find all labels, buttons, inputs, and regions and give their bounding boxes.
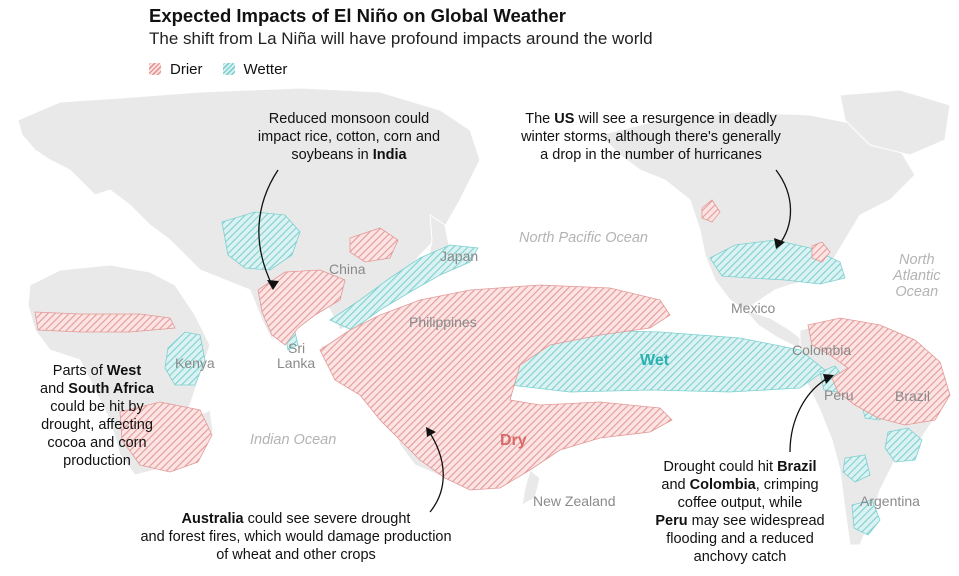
- wet-east-africa: [164, 331, 206, 386]
- south-america-arrowhead: [823, 374, 834, 384]
- legend-label-wetter: Wetter: [243, 60, 288, 78]
- africa-annotation-line-5: cocoa and corn: [47, 435, 147, 451]
- indian-ocean-label: Indian Ocean: [250, 432, 337, 448]
- place-label-japan: Japan: [440, 248, 479, 264]
- place-label-lanka: Lanka: [277, 355, 316, 371]
- chart-subtitle: The shift from La Niña will have profoun…: [149, 29, 653, 48]
- drier-swatch-icon: [149, 63, 161, 75]
- dry-northern-south-america: [807, 317, 951, 426]
- us-annotation: The US will see a resurgence in deadly w…: [505, 110, 797, 164]
- africa-annotation-line-2: and South Africa: [40, 381, 154, 397]
- dry-pacific-northwest: [701, 199, 721, 223]
- wet-region-label: Wet: [640, 352, 670, 369]
- legend-label-drier: Drier: [170, 60, 203, 78]
- wetter-regions: [164, 211, 923, 536]
- north-atlantic-ocean-label: North Atlantic Ocean: [893, 252, 941, 300]
- leader-lines: [258, 169, 831, 513]
- place-label-colombia: Colombia: [792, 342, 852, 358]
- dry-south-africa: [119, 401, 213, 473]
- south-america-annotation-line-2: and Colombia, crimping: [661, 477, 819, 493]
- legend: Drier Wetter: [149, 59, 307, 79]
- place-label-philippines: Philippines: [409, 314, 477, 330]
- australia-leader: [427, 429, 444, 513]
- chart-title: Expected Impacts of El Niño on Global We…: [149, 5, 567, 26]
- north-pacific-ocean-label: North Pacific Ocean: [519, 230, 648, 246]
- us-arrowhead: [774, 238, 785, 249]
- legend-item-wetter: Wetter: [222, 60, 288, 78]
- dry-maritime-continent-australia: [319, 284, 673, 491]
- india-annotation-line-1: Reduced monsoon could: [268, 111, 430, 127]
- australia-arrowhead: [426, 427, 436, 437]
- wet-east-china-japan: [329, 244, 479, 331]
- south-america-annotation-line-3: coffee output, while: [677, 495, 803, 511]
- wet-central-asia: [221, 211, 301, 271]
- south-america-annotation-line-5: flooding and a reduced: [666, 531, 814, 547]
- india-arrowhead: [267, 280, 279, 290]
- south-america-annotation: Drought could hit Brazil and Colombia, c…: [640, 458, 840, 566]
- place-label-china: China: [329, 261, 366, 277]
- place-label-peru: Peru: [824, 387, 854, 403]
- north-atlantic-line-2: Atlantic: [893, 268, 941, 284]
- australia-annotation: Australia could see severe drought and f…: [118, 510, 474, 564]
- legend-item-drier: Drier: [149, 61, 203, 78]
- australia-annotation-line-2: and forest fires, which would damage pro…: [140, 529, 452, 545]
- north-atlantic-line-1: North: [899, 252, 935, 268]
- africa-annotation: Parts of West and South Africa could be …: [22, 362, 172, 470]
- africa-annotation-line-4: drought, affecting: [41, 417, 153, 433]
- us-annotation-line-2: winter storms, although there's generall…: [521, 129, 781, 145]
- drier-regions: [34, 199, 951, 491]
- south-america-leader: [789, 376, 831, 453]
- australia-annotation-line-1: Australia could see severe drought: [181, 511, 411, 527]
- wetter-swatch-icon: [222, 63, 235, 75]
- wet-argentina-north: [842, 454, 871, 483]
- wet-argentina-south: [851, 499, 881, 536]
- africa-annotation-line-6: production: [63, 453, 131, 469]
- place-label-new-zealand: New Zealand: [533, 493, 616, 509]
- place-label-brazil: Brazil: [895, 388, 931, 404]
- wet-us-south: [709, 239, 846, 285]
- australia-annotation-line-3: of wheat and other crops: [216, 547, 376, 563]
- india-leader: [258, 169, 279, 288]
- dry-ohio-valley: [811, 241, 831, 263]
- india-annotation: Reduced monsoon could impact rice, cotto…: [244, 110, 454, 164]
- india-annotation-line-3: soybeans in India: [291, 147, 407, 163]
- africa-annotation-line-3: could be hit by: [50, 399, 144, 415]
- dry-region-label: Dry: [500, 432, 527, 449]
- india-annotation-line-2: impact rice, cotton, corn and: [257, 129, 441, 145]
- north-atlantic-line-3: Ocean: [895, 284, 939, 300]
- south-america-annotation-line-4: Peru may see widespread: [655, 513, 825, 529]
- us-annotation-line-1: The US will see a resurgence in deadly: [525, 111, 777, 127]
- dry-india: [257, 269, 346, 346]
- south-america-annotation-line-1: Drought could hit Brazil: [663, 459, 817, 475]
- wet-southeast-brazil: [884, 427, 923, 463]
- new-zealand-land: [521, 469, 541, 506]
- dry-north-china: [349, 227, 399, 263]
- greenland-land: [839, 89, 951, 156]
- south-america-annotation-line-6: anchovy catch: [693, 549, 787, 565]
- place-label-kenya: Kenya: [175, 355, 215, 371]
- place-label-argentina: Argentina: [860, 493, 920, 509]
- africa-annotation-line-1: Parts of West: [52, 363, 142, 379]
- us-leader: [775, 169, 792, 247]
- dry-west-africa: [34, 311, 176, 333]
- place-label-sri: Sri: [288, 340, 306, 356]
- leader-arrowheads: [267, 238, 834, 437]
- us-annotation-line-3: a drop in the number of hurricanes: [540, 147, 762, 163]
- place-label-mexico: Mexico: [731, 300, 776, 316]
